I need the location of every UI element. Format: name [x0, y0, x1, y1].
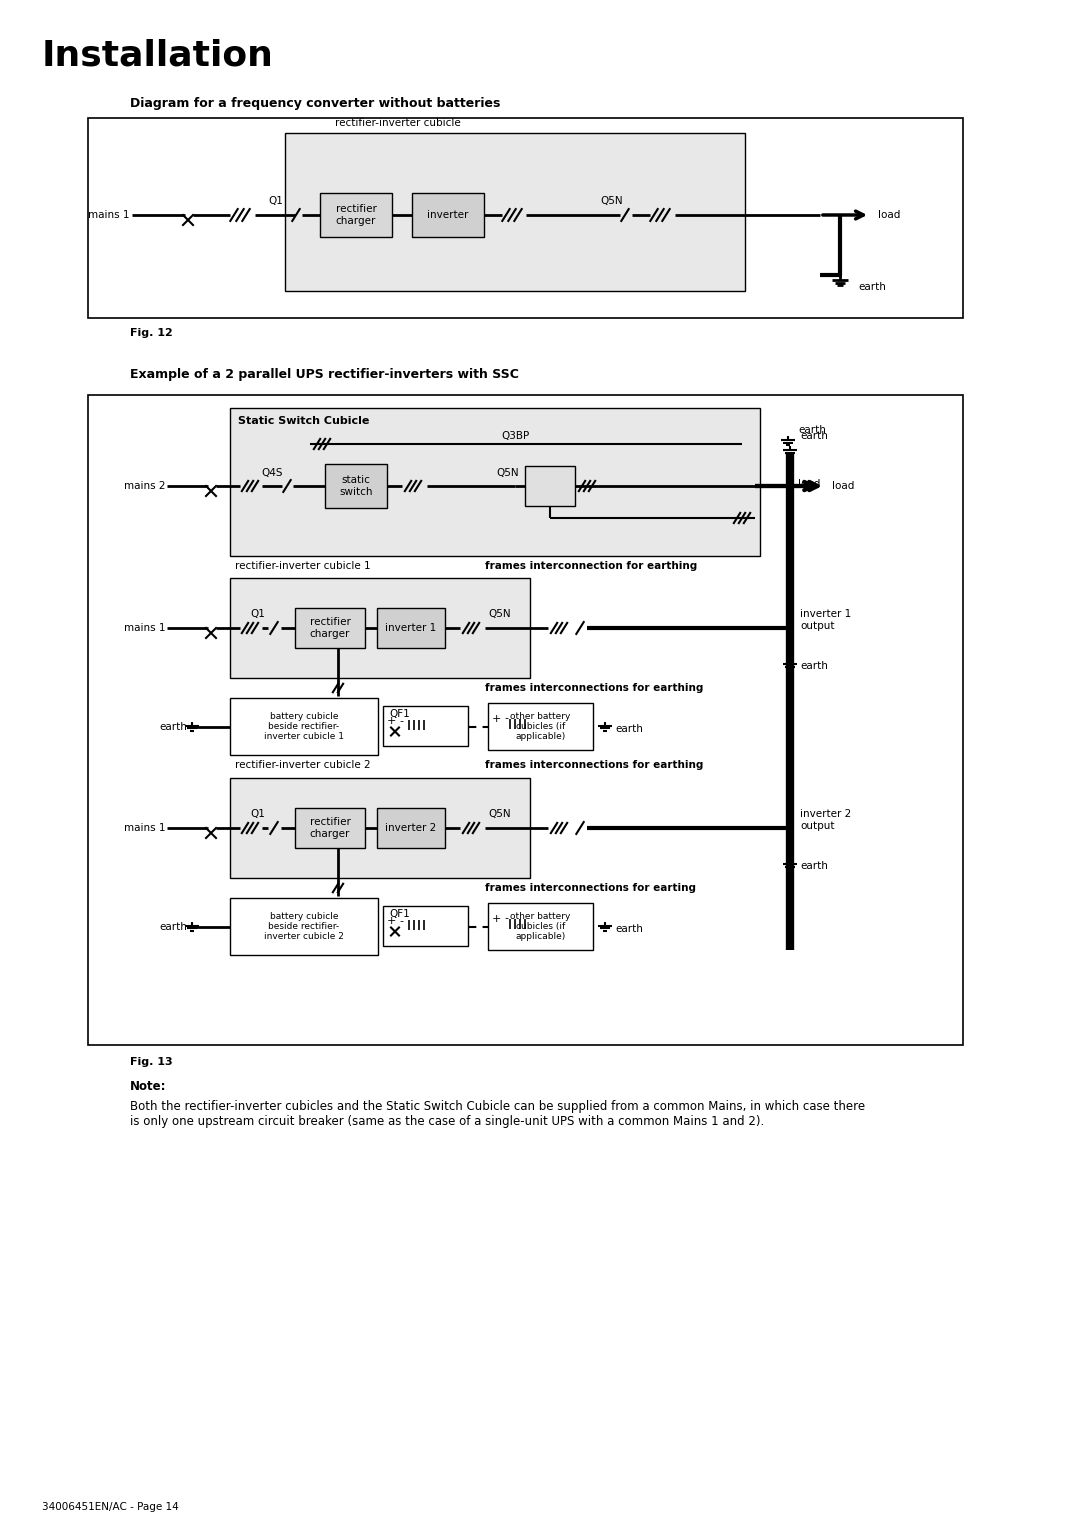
Bar	[230, 698, 378, 755]
Text: mains 1: mains 1	[123, 824, 165, 833]
Text: rectifier-inverter cubicle 1: rectifier-inverter cubicle 1	[235, 561, 370, 571]
Bar	[230, 778, 530, 879]
Text: earth: earth	[615, 724, 643, 735]
Text: frames interconnection for earthing: frames interconnection for earthing	[485, 561, 698, 571]
Bar	[488, 703, 593, 750]
Bar	[230, 898, 378, 955]
Text: -: -	[399, 917, 403, 926]
Text: Fig. 12: Fig. 12	[130, 329, 173, 338]
Bar	[87, 118, 963, 318]
Text: frames interconnections for earthing: frames interconnections for earthing	[485, 759, 703, 770]
Text: Both the rectifier-inverter cubicles and the Static Switch Cubicle can be suppli: Both the rectifier-inverter cubicles and…	[130, 1100, 865, 1128]
Text: QF1: QF1	[389, 709, 409, 720]
Text: rectifier
charger: rectifier charger	[310, 817, 350, 839]
Text: Q5N: Q5N	[497, 468, 519, 478]
Text: other battery
cubicles (if
applicable): other battery cubicles (if applicable)	[511, 912, 570, 941]
Text: +: +	[491, 914, 501, 923]
Text: earth: earth	[800, 662, 828, 671]
Text: Q1: Q1	[269, 196, 283, 206]
Text: earth: earth	[858, 283, 886, 292]
Text: mains 1: mains 1	[123, 623, 165, 633]
Text: earth: earth	[798, 425, 826, 435]
Text: mains 2: mains 2	[123, 481, 165, 490]
Bar	[320, 193, 392, 237]
Bar	[488, 903, 593, 950]
Text: Example of a 2 parallel UPS rectifier-inverters with SSC: Example of a 2 parallel UPS rectifier-in…	[130, 368, 518, 380]
Text: earth: earth	[800, 860, 828, 871]
Text: mains 1: mains 1	[89, 209, 130, 220]
Bar	[411, 193, 484, 237]
Text: earth: earth	[615, 924, 643, 935]
Text: rectifier
charger: rectifier charger	[336, 205, 377, 226]
Bar	[295, 608, 365, 648]
Bar	[285, 133, 745, 290]
Text: +: +	[491, 714, 501, 723]
Text: rectifier-inverter cubicle 2: rectifier-inverter cubicle 2	[235, 759, 370, 770]
Text: +: +	[387, 717, 395, 726]
Text: QF1: QF1	[389, 909, 409, 918]
Text: inverter: inverter	[428, 209, 469, 220]
Bar	[325, 465, 387, 507]
Bar	[383, 906, 468, 946]
Bar	[383, 706, 468, 746]
Text: battery cubicle
beside rectifier-
inverter cubicle 1: battery cubicle beside rectifier- invert…	[264, 712, 345, 741]
Text: rectifier
charger: rectifier charger	[310, 617, 350, 639]
Text: battery cubicle
beside rectifier-
inverter cubicle 2: battery cubicle beside rectifier- invert…	[265, 912, 343, 941]
Text: earth: earth	[800, 431, 828, 442]
Text: -: -	[504, 714, 508, 723]
Text: Q1: Q1	[251, 808, 266, 819]
Text: Q5N: Q5N	[600, 196, 623, 206]
Bar	[295, 808, 365, 848]
Text: load: load	[878, 209, 901, 220]
Text: inverter 1: inverter 1	[386, 623, 436, 633]
Text: Q1: Q1	[251, 610, 266, 619]
Bar	[377, 608, 445, 648]
Text: Q3BP: Q3BP	[501, 431, 529, 442]
Bar	[525, 466, 575, 506]
Text: Installation: Installation	[42, 38, 274, 72]
Text: Q4S: Q4S	[261, 468, 283, 478]
Text: inverter 2
output: inverter 2 output	[800, 810, 851, 831]
Text: earth: earth	[159, 721, 187, 732]
Text: frames interconnections for earting: frames interconnections for earting	[485, 883, 696, 892]
Text: frames interconnections for earthing: frames interconnections for earthing	[485, 683, 703, 694]
Text: Diagram for a frequency converter without batteries: Diagram for a frequency converter withou…	[130, 96, 500, 110]
Text: -: -	[399, 717, 403, 726]
Text: +: +	[387, 917, 395, 926]
Text: Q5N: Q5N	[488, 808, 511, 819]
Text: -: -	[504, 914, 508, 923]
Text: load: load	[832, 481, 854, 490]
Text: 34006451EN/AC - Page 14: 34006451EN/AC - Page 14	[42, 1502, 179, 1513]
Text: Static Switch Cubicle: Static Switch Cubicle	[238, 416, 369, 426]
Bar	[230, 408, 760, 556]
Text: rectifier-inverter cubicle: rectifier-inverter cubicle	[335, 118, 461, 128]
Text: Fig. 13: Fig. 13	[130, 1057, 173, 1067]
Text: static
switch: static switch	[339, 475, 373, 497]
Text: other battery
cubicles (if
applicable): other battery cubicles (if applicable)	[511, 712, 570, 741]
Text: Q5N: Q5N	[488, 610, 511, 619]
Text: load: load	[798, 478, 821, 489]
Text: earth: earth	[159, 921, 187, 932]
Bar	[230, 578, 530, 678]
Text: inverter 2: inverter 2	[386, 824, 436, 833]
Text: inverter 1
output: inverter 1 output	[800, 610, 851, 631]
Bar	[87, 396, 963, 1045]
Bar	[377, 808, 445, 848]
Text: Note:: Note:	[130, 1080, 166, 1093]
